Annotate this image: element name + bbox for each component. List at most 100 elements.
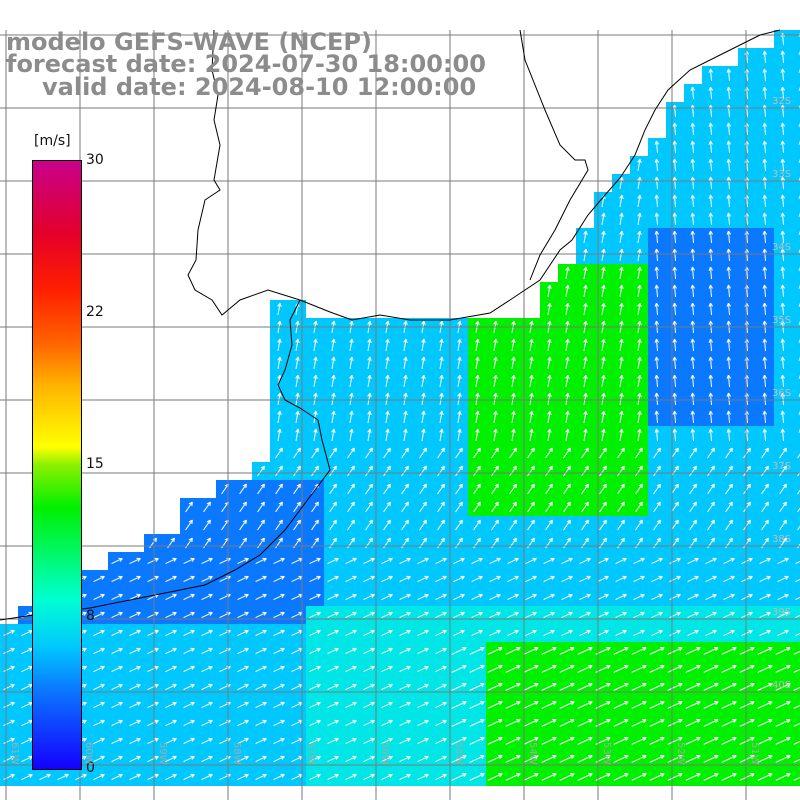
wind-arrow [685,646,701,655]
wind-arrow [761,519,769,531]
wind-arrow [780,176,786,190]
wind-arrow [523,736,539,745]
wind-arrow [93,737,105,744]
wind-arrow [543,611,555,618]
latitude-label: 38S [772,534,792,545]
wind-arrow [381,683,393,690]
wind-arrow [541,700,557,709]
wind-arrow [741,557,753,564]
wind-arrow [471,611,483,618]
wind-arrow [561,611,573,618]
wind-arrow [685,772,701,781]
wind-arrow [599,447,607,459]
wind-arrow [183,575,195,582]
wind-arrow [309,737,321,744]
wind-arrow [39,773,51,780]
wind-arrow [349,356,354,369]
wind-arrow [417,593,429,600]
wind-arrow [129,557,141,564]
wind-arrow [165,773,177,780]
wind-arrow [775,736,791,745]
wind-arrow [708,356,714,370]
wind-arrow [613,754,629,763]
wind-arrow [345,683,357,690]
wind-arrow [708,86,714,100]
wind-arrow [111,557,123,564]
wind-arrow [399,701,411,708]
wind-arrow [469,682,485,691]
wind-arrow [421,392,426,405]
wind-arrow [421,374,426,387]
wind-arrow [563,519,571,531]
wind-arrow [165,611,177,618]
wind-arrow [577,772,593,781]
wind-arrow [721,682,737,691]
field-cell [792,300,800,318]
wind-arrow [255,773,267,780]
wind-arrow [309,755,321,762]
field-cell [792,480,800,498]
wind-arrow [399,629,411,636]
wind-arrow [583,284,588,297]
wind-arrow [293,483,301,495]
longitude-label: 52W [675,742,686,765]
wind-arrow [635,519,643,531]
longitude-label: 59W [157,742,168,765]
wind-arrow [690,392,696,406]
wind-arrow [615,557,627,564]
wind-arrow [743,483,751,495]
wind-arrow [469,700,485,709]
wind-arrow [469,736,485,745]
wind-arrow [705,557,717,564]
wind-arrow [726,176,732,190]
wind-arrow [637,158,642,171]
wind-arrow [183,629,195,636]
field-cell [792,210,800,228]
field-cell [792,570,800,588]
wind-arrow [601,392,606,405]
wind-arrow [651,575,663,582]
wind-arrow [667,700,683,709]
wind-arrow [780,194,786,208]
wind-arrow [690,338,696,352]
wind-arrow [725,519,733,531]
wind-arrow [685,754,701,763]
wind-arrow [331,392,336,405]
wind-arrow [183,647,195,654]
wind-arrow [780,428,786,442]
wind-arrow [708,392,714,406]
wind-arrow [601,302,606,315]
wind-arrow [762,410,768,424]
wind-arrow [329,465,337,477]
wind-arrow [399,575,411,582]
wind-arrow [723,557,735,564]
wind-arrow [399,593,411,600]
wind-arrow [613,736,629,745]
wind-arrow [565,266,570,279]
wind-arrow [129,719,141,726]
wind-arrow [473,465,481,477]
wind-arrow [780,248,786,262]
wind-arrow [511,428,516,441]
wind-arrow [255,683,267,690]
wind-arrow [363,755,375,762]
wind-arrow [565,410,570,423]
wind-arrow [759,629,771,636]
wind-arrow [183,611,195,618]
wind-arrow [111,593,123,600]
wind-arrow [581,519,589,531]
wind-arrow [273,755,285,762]
wind-arrow [147,629,159,636]
longitude-label: 56W [379,742,390,765]
field-cell [792,282,800,300]
estuary-coast [0,299,331,621]
wind-arrow [631,646,647,655]
wind-arrow [619,284,624,297]
wind-arrow [545,519,553,531]
wind-arrow [601,374,606,387]
wind-arrow [487,736,503,745]
field-cell [792,588,800,606]
wind-arrow [489,557,501,564]
wind-arrow [779,501,787,513]
wind-arrow [561,593,573,600]
